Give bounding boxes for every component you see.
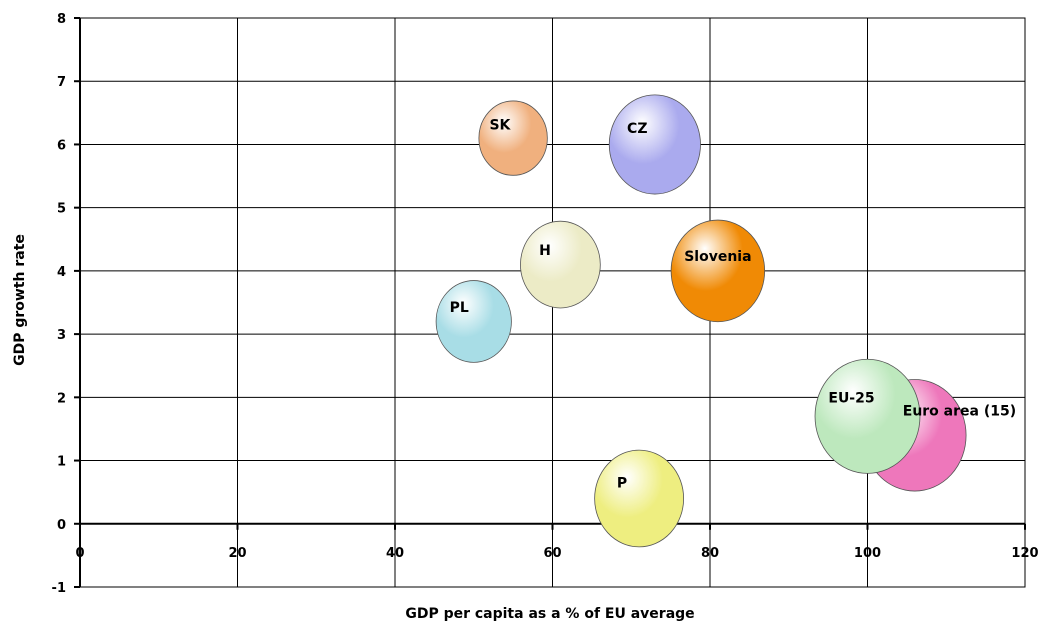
- x-axis-title: GDP per capita as a % of EU average: [405, 606, 694, 622]
- y-tick-label: 1: [57, 455, 66, 470]
- bubble-label-p: P: [617, 476, 627, 492]
- x-tick-label: 80: [701, 546, 719, 561]
- y-axis-title: GDP growth rate: [12, 234, 28, 366]
- x-tick-label: 40: [386, 546, 404, 561]
- axes: [74, 17, 1026, 588]
- bubble-label-h: H: [539, 243, 551, 259]
- y-tick-label: 4: [57, 265, 66, 280]
- bubbles: SK CZ H Slovenia PL P Euro area (15) EU-25: [435, 94, 1016, 548]
- bubble-label-pl: PL: [450, 300, 469, 316]
- bubble-label-eu-25: EU-25: [828, 390, 874, 406]
- y-tick-label: 3: [57, 328, 66, 343]
- bubble-slovenia: [670, 219, 766, 323]
- x-tick-label: 120: [1011, 546, 1038, 561]
- y-tick-label: 2: [57, 391, 66, 406]
- bubble-eu-25: [814, 358, 921, 474]
- bubble-pl: [435, 280, 512, 363]
- bubble-label-slovenia: Slovenia: [684, 249, 751, 265]
- bubble-label-cz: CZ: [627, 121, 647, 137]
- y-tick-label: 5: [57, 202, 66, 217]
- bubble-h: [520, 220, 601, 309]
- x-tick-label: 20: [228, 546, 246, 561]
- bubble-label-sk: SK: [489, 118, 511, 134]
- y-tick-label: 8: [57, 12, 66, 27]
- y-tick-label: 6: [57, 138, 66, 153]
- y-tick-label: 7: [57, 75, 66, 90]
- bubble-cz: [608, 94, 701, 195]
- x-tick-label: 100: [854, 546, 881, 561]
- x-tick-label: 0: [75, 546, 84, 561]
- x-tick-label: 60: [543, 546, 561, 561]
- bubble-p: [594, 449, 685, 548]
- bubble-sk: [478, 100, 548, 176]
- y-tick-label: 0: [57, 518, 66, 533]
- bubble-label-euro-area-15: Euro area (15): [903, 403, 1016, 419]
- y-tick-label: -1: [52, 581, 66, 596]
